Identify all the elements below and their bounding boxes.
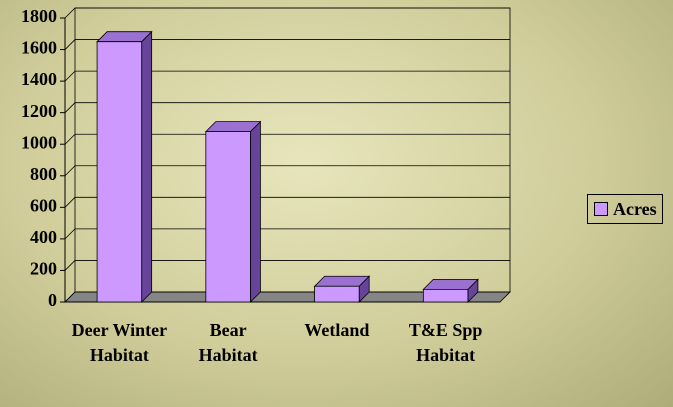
bar [96,30,153,303]
grid-line [64,102,510,113]
bar-front [422,288,469,303]
grid-line [64,196,510,208]
x-tick-label: Bear Habitat [198,320,258,365]
bar-top [204,121,262,133]
bar [313,275,371,303]
legend-swatch [594,202,608,216]
y-tick-label: 200 [30,259,57,279]
grid-line [64,39,510,50]
grid-line [64,228,510,240]
x-tick-label: Wetland [304,320,370,340]
grid-line [64,7,510,19]
y-tick-label: 1600 [21,38,57,58]
y-tick-label: 800 [30,164,57,184]
bar-side [141,30,153,303]
bar-top [422,278,479,290]
x-tick-label: Deer Winter Habitat [71,320,168,365]
grid-line [64,165,510,177]
bar-side [250,120,261,303]
bar [422,278,479,303]
grid-line [64,260,510,271]
legend-label: Acres [613,198,657,219]
y-tick-label: 400 [30,227,57,247]
bar [204,120,262,303]
bar-top [313,275,371,287]
y-tick-label: 1400 [21,69,57,89]
y-tick-label: 600 [30,195,57,215]
bar-front [96,41,143,303]
bar-front [314,285,360,303]
grid-line [64,70,510,82]
grid-line [64,133,510,145]
x-tick-label: T&E Spp Habitat [408,320,483,365]
y-tick-label: 1800 [21,6,57,26]
y-tick-label: 1200 [21,101,57,121]
legend: Acres [587,194,663,224]
bar-top [96,31,153,43]
y-tick-label: 1000 [21,132,57,152]
y-tick-label: 0 [48,290,57,310]
bar-front [205,131,251,303]
